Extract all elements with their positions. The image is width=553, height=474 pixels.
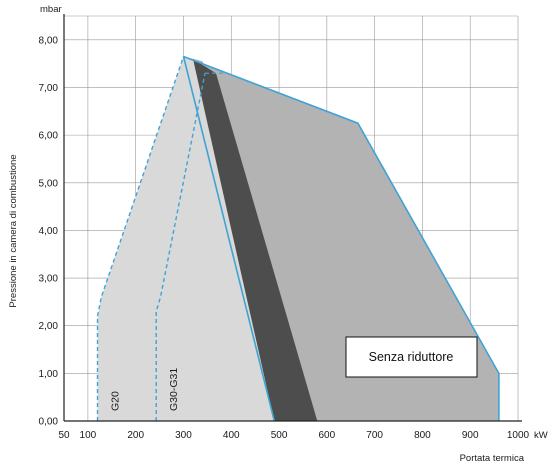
x-tick-400: 400 — [223, 430, 240, 441]
y-tick-4: 4,00 — [39, 226, 59, 237]
x-tick-1000: 1000 — [507, 430, 530, 441]
senza-riduttore-label: Senza riduttore — [369, 350, 454, 364]
g20-label: G20 — [109, 391, 121, 411]
g30-dashed-boundary — [155, 73, 206, 421]
y-tick-6: 6,00 — [39, 131, 59, 142]
x-tick-500: 500 — [271, 430, 288, 441]
y-axis-title: Pressione in camera di combustione — [8, 154, 19, 307]
y-axis-unit: mbar — [40, 4, 62, 15]
working-field-regions — [97, 56, 499, 422]
senza-riduttore-boundary — [183, 55, 500, 421]
y-tick-8: 8,00 — [39, 35, 59, 46]
x-tick-900: 900 — [462, 430, 479, 441]
g20-right-boundary — [182, 56, 276, 422]
x-tick-labels: 50 100 200 300 400 500 600 700 800 900 1000 — [58, 430, 529, 441]
y-tick-3: 3,00 — [39, 274, 59, 285]
y-tick-1: 1,00 — [39, 369, 59, 380]
region-dark-band — [193, 58, 318, 422]
senza-riduttore-box: Senza riduttore — [345, 336, 478, 378]
axes — [63, 14, 522, 422]
x-axis-unit: kW — [534, 430, 548, 441]
g20-dashed-boundary — [96, 56, 185, 421]
y-tick-7: 7,00 — [39, 83, 59, 94]
x-tick-300: 300 — [175, 430, 192, 441]
y-tick-labels: 0,00 1,00 2,00 3,00 4,00 5,00 6,00 7,00 8,00 — [39, 35, 59, 427]
x-tick-50: 50 — [58, 430, 70, 441]
x-tick-800: 800 — [414, 430, 431, 441]
x-axis-title: Portata termica — [460, 453, 525, 464]
x-tick-100: 100 — [80, 430, 97, 441]
x-tick-700: 700 — [366, 430, 383, 441]
senza-riduttore-box-frame — [345, 336, 478, 378]
y-tick-5: 5,00 — [39, 178, 59, 189]
region-senza-riduttore — [183, 56, 499, 421]
y-tick-0: 0,00 — [39, 417, 59, 428]
x-tick-600: 600 — [318, 430, 335, 441]
x-tick-200: 200 — [127, 430, 144, 441]
g30-g31-label: G30-G31 — [168, 368, 180, 411]
region-outlines — [96, 55, 500, 422]
y-tick-2: 2,00 — [39, 321, 59, 332]
